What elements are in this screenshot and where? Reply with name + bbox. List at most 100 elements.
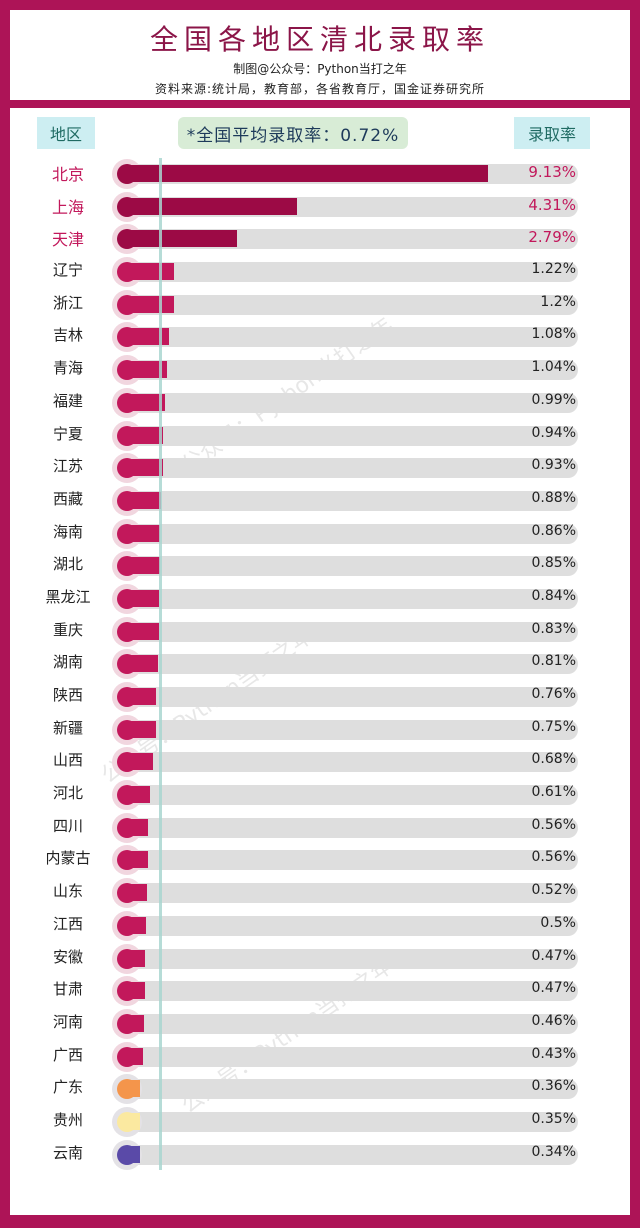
region-label: 四川 <box>52 816 83 835</box>
bar <box>126 818 148 836</box>
bar-row: 广东 0.36% <box>10 1072 630 1105</box>
rate-value: 0.46% <box>531 1012 576 1029</box>
bar-row: 湖北 0.85% <box>10 549 630 582</box>
region-label: 江苏 <box>52 457 83 476</box>
rate-value: 0.88% <box>531 489 576 506</box>
bar-track <box>118 327 578 348</box>
region-label: 上海 <box>51 197 84 217</box>
rate-value: 2.79% <box>528 228 576 247</box>
average-reference-line <box>159 158 162 1170</box>
rate-value: 0.43% <box>531 1045 576 1062</box>
bar <box>126 1080 140 1098</box>
region-label: 北京 <box>51 165 84 184</box>
bar-track <box>118 948 578 969</box>
region-column-header: 地区 <box>37 117 95 149</box>
bar <box>126 916 146 934</box>
bar-row: 安徽 0.47% <box>10 942 630 975</box>
rate-column-header: 录取率 <box>514 117 590 149</box>
rate-value: 0.47% <box>531 947 576 964</box>
bar <box>126 393 165 411</box>
national-average-badge: *全国平均录取率：0.72% <box>178 117 408 149</box>
bar-row: 内蒙古 0.56% <box>10 843 630 876</box>
bar <box>126 688 156 705</box>
bar-row: 上海 4.31% <box>10 190 630 223</box>
region-label: 西藏 <box>52 489 83 508</box>
bar-row: 江西 0.5% <box>10 909 630 942</box>
bar-row: 甘肃 0.47% <box>10 974 630 1007</box>
rate-value: 0.76% <box>531 686 576 702</box>
rate-value: 0.34% <box>531 1143 576 1160</box>
bar <box>126 1112 140 1130</box>
bar <box>126 622 159 640</box>
bar-row: 江苏 0.93% <box>10 451 630 484</box>
rate-value: 0.56% <box>531 849 576 866</box>
region-label: 新疆 <box>52 718 83 737</box>
region-label: 山西 <box>52 751 83 770</box>
rate-value: 0.75% <box>531 718 576 735</box>
region-label: 湖南 <box>52 653 83 672</box>
bar <box>126 786 150 804</box>
rate-value: 0.61% <box>531 784 576 801</box>
bar-track <box>118 425 578 446</box>
bar-track <box>118 1046 578 1067</box>
bar-row: 黑龙江 0.84% <box>10 582 630 615</box>
region-label: 河南 <box>52 1012 83 1031</box>
bar <box>126 557 160 575</box>
bar <box>126 524 160 542</box>
bar <box>126 982 145 1000</box>
bar <box>126 426 163 444</box>
rate-value: 1.04% <box>531 359 576 376</box>
bar-row: 湖南 0.81% <box>10 647 630 680</box>
region-label: 重庆 <box>52 620 83 639</box>
bar-track <box>118 1144 578 1165</box>
rate-value: 9.13% <box>528 163 576 181</box>
rate-value: 0.93% <box>531 457 576 474</box>
bar <box>126 589 159 607</box>
bar <box>126 655 158 673</box>
bar-track <box>118 883 578 904</box>
bar-track <box>118 588 578 609</box>
region-label: 吉林 <box>52 326 83 345</box>
region-label: 河北 <box>52 784 83 803</box>
bar-row: 西藏 0.88% <box>10 484 630 517</box>
chart-panel: 地区 *全国平均录取率：0.72% 录取率 公众号：Python当打之年 公众号… <box>10 108 630 1215</box>
region-label: 甘肃 <box>52 980 83 999</box>
region-label: 浙江 <box>52 293 83 312</box>
bar-track <box>118 915 578 936</box>
region-label: 青海 <box>52 359 83 378</box>
rate-value: 1.08% <box>531 326 576 343</box>
region-label: 广西 <box>52 1045 83 1064</box>
bar <box>126 165 488 182</box>
rate-value: 0.83% <box>531 620 576 637</box>
rate-value: 0.36% <box>531 1078 576 1095</box>
bar <box>126 230 237 248</box>
bar-row: 青海 1.04% <box>10 353 630 386</box>
rate-value: 0.99% <box>531 391 576 408</box>
bar-row: 山西 0.68% <box>10 745 630 778</box>
bar <box>126 491 161 509</box>
bar <box>126 1014 144 1032</box>
rate-value: 4.31% <box>528 195 576 214</box>
bar <box>126 361 167 379</box>
bar-track <box>118 490 578 511</box>
bar-track <box>118 687 578 707</box>
bar <box>126 851 148 869</box>
bar-row: 四川 0.56% <box>10 811 630 844</box>
bar-track <box>118 458 578 479</box>
region-label: 陕西 <box>52 686 83 704</box>
rate-value: 0.52% <box>531 882 576 899</box>
bar-row: 辽宁 1.22% <box>10 255 630 288</box>
bar-row: 云南 0.34% <box>10 1138 630 1171</box>
bar-track <box>118 719 578 740</box>
region-label: 宁夏 <box>52 424 83 443</box>
rate-value: 1.22% <box>531 261 576 278</box>
bar-track <box>118 1013 578 1034</box>
rate-value: 0.86% <box>531 522 576 539</box>
rate-value: 0.81% <box>531 653 576 670</box>
rate-value: 0.85% <box>531 555 576 572</box>
bar <box>126 1145 140 1163</box>
bar-row: 天津 2.79% <box>10 222 630 255</box>
rate-value: 0.84% <box>531 587 576 604</box>
bar-track <box>118 621 578 642</box>
bar-row: 浙江 1.2% <box>10 288 630 321</box>
